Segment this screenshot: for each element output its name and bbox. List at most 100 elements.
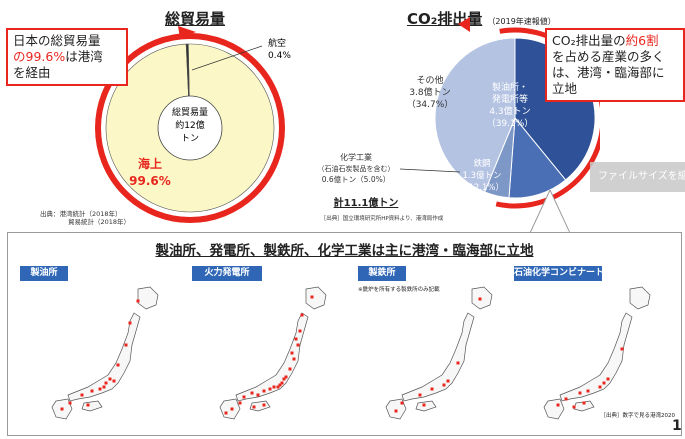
facility-dot bbox=[556, 403, 560, 407]
panel-title: 製油所、発電所、製鉄所、化学工業は主に港湾・臨海部に立地 bbox=[8, 239, 681, 259]
facility-dot bbox=[230, 407, 234, 411]
sea-value: 99.6% bbox=[129, 174, 171, 188]
location-panel: 製油所、発電所、製鉄所、化学工業は主に港湾・臨海部に立地 製油所 火力発電所 製… bbox=[7, 232, 682, 436]
trade-callout-pct: の99.6% bbox=[13, 49, 66, 64]
co2-callout-pre: CO₂排出量の bbox=[552, 33, 626, 48]
petrochem-dots bbox=[556, 347, 624, 409]
facility-dot bbox=[90, 389, 94, 393]
facility-dot bbox=[282, 377, 286, 381]
co2-slice-steel bbox=[508, 116, 567, 199]
facility-dot bbox=[68, 401, 72, 405]
steel-label-3: （12.1%） bbox=[460, 182, 504, 193]
air-label: 航空 bbox=[268, 37, 286, 49]
trade-callout-line3: を経由 bbox=[13, 65, 51, 80]
steel-label-1: 鉄鋼 bbox=[473, 158, 490, 169]
co2-source: ［出典］国立環境研究所HP資料より、港湾局作成 bbox=[321, 214, 444, 222]
panel-title-text: 製油所、発電所、製鉄所、化学工業は主に港湾・臨海部に立地 bbox=[155, 243, 534, 259]
steel-label-2: 1.3億トン bbox=[462, 170, 501, 181]
facility-dot bbox=[602, 381, 606, 385]
refinery-dots bbox=[60, 299, 140, 411]
facility-dot bbox=[116, 363, 120, 367]
co2-callout-line2: を占める産業の多く bbox=[552, 49, 665, 64]
trade-source: 出典：港湾統計（2018年） 貿易統計（2018年） bbox=[40, 210, 130, 226]
facility-dot bbox=[400, 401, 404, 405]
chemical-leader-line bbox=[399, 168, 461, 173]
co2-title-note: （2019年速報値） bbox=[487, 17, 556, 26]
facility-dot bbox=[418, 393, 422, 397]
facility-dot bbox=[250, 391, 254, 395]
facility-dot bbox=[98, 387, 102, 391]
facility-dot bbox=[280, 381, 284, 385]
facility-dot bbox=[296, 343, 300, 347]
facility-dot bbox=[620, 347, 624, 351]
sea-label: 海上 bbox=[138, 156, 162, 171]
refinery-label-2: 発電所等 bbox=[492, 93, 528, 105]
facility-dot bbox=[86, 403, 90, 407]
chemical-label-1: 化学工業 bbox=[340, 152, 372, 162]
facility-dot bbox=[262, 403, 266, 407]
facility-dot bbox=[268, 387, 272, 391]
center-label-2: 約12億 bbox=[175, 119, 204, 131]
facility-dot bbox=[60, 407, 64, 411]
map-petrochem bbox=[543, 286, 651, 420]
facility-dot bbox=[394, 409, 398, 413]
facility-dot bbox=[108, 377, 112, 381]
facility-dot bbox=[598, 385, 602, 389]
facility-dot bbox=[224, 411, 228, 415]
co2-arc-arrowhead bbox=[458, 17, 470, 32]
facility-dot bbox=[112, 379, 116, 383]
facility-dot bbox=[564, 397, 568, 401]
facility-dot bbox=[572, 405, 576, 409]
map-label-refinery: 製油所 bbox=[20, 266, 68, 281]
steel-note: ※銑炉を所有する製鉄所のみ記載 bbox=[358, 287, 440, 293]
co2-callout-line4: 立地 bbox=[552, 81, 578, 96]
co2-slice-other bbox=[434, 37, 516, 193]
co2-callout-line3: は、港湾・臨海部に bbox=[552, 65, 665, 80]
facility-dot bbox=[256, 393, 260, 397]
chemical-label-3: 0.6億トン（5.0%） bbox=[322, 174, 390, 184]
facility-dot bbox=[238, 401, 242, 405]
facility-dot bbox=[242, 395, 246, 399]
refinery-label-1: 製油所・ bbox=[492, 81, 528, 93]
facility-dot bbox=[262, 389, 266, 393]
chemical-label-2: （石油石炭製品を含む） bbox=[318, 164, 395, 173]
center-label-3: トン bbox=[181, 134, 199, 144]
facility-dot bbox=[586, 389, 590, 393]
facility-dot bbox=[252, 405, 256, 409]
map-power bbox=[219, 286, 327, 420]
facility-dot bbox=[446, 379, 450, 383]
facility-dot bbox=[294, 337, 298, 341]
facility-dot bbox=[128, 321, 132, 325]
map-steel bbox=[385, 286, 493, 420]
co2-total: 計11.1億トン bbox=[334, 196, 399, 209]
facility-dot bbox=[478, 297, 482, 301]
japan-maps bbox=[51, 286, 651, 420]
trade-source-2: 貿易統計（2018年） bbox=[68, 218, 131, 226]
facility-dot bbox=[442, 383, 446, 387]
co2-callout-red: 約6割 bbox=[625, 33, 659, 48]
facility-dot bbox=[290, 351, 294, 355]
facility-dot bbox=[292, 357, 296, 361]
co2-callout: CO₂排出量の約6割 を占める産業の多く は、港湾・臨海部に 立地 bbox=[545, 28, 685, 102]
facility-dot bbox=[284, 375, 288, 379]
facility-dot bbox=[298, 329, 302, 333]
facility-dot bbox=[276, 385, 280, 389]
map-label-power: 火力発電所 bbox=[192, 266, 262, 281]
center-label-1: 総貿易量 bbox=[172, 106, 208, 118]
facility-dot bbox=[288, 367, 292, 371]
trade-title: 総貿易量 bbox=[165, 10, 226, 28]
air-value: 0.4% bbox=[268, 51, 291, 61]
facility-dot bbox=[124, 343, 128, 347]
file-size-tooltip[interactable]: ファイルサイズを縮 bbox=[590, 162, 685, 192]
panel-source: ［出典］数字で見る港湾2020 bbox=[600, 413, 676, 419]
trade-callout-line2: は港湾 bbox=[65, 49, 103, 64]
facility-dot bbox=[300, 313, 304, 317]
trade-ring bbox=[95, 33, 285, 223]
air-leader-line bbox=[191, 45, 263, 71]
ring-arrowhead bbox=[178, 26, 196, 38]
facility-dot bbox=[136, 299, 140, 303]
trade-callout-line1: 日本の総貿易量 bbox=[13, 33, 101, 48]
facility-dot bbox=[102, 385, 106, 389]
other-label-2: 3.8億トン bbox=[409, 86, 450, 98]
trade-callout: 日本の総貿易量 の99.6%は港湾 を経由 bbox=[6, 28, 128, 86]
